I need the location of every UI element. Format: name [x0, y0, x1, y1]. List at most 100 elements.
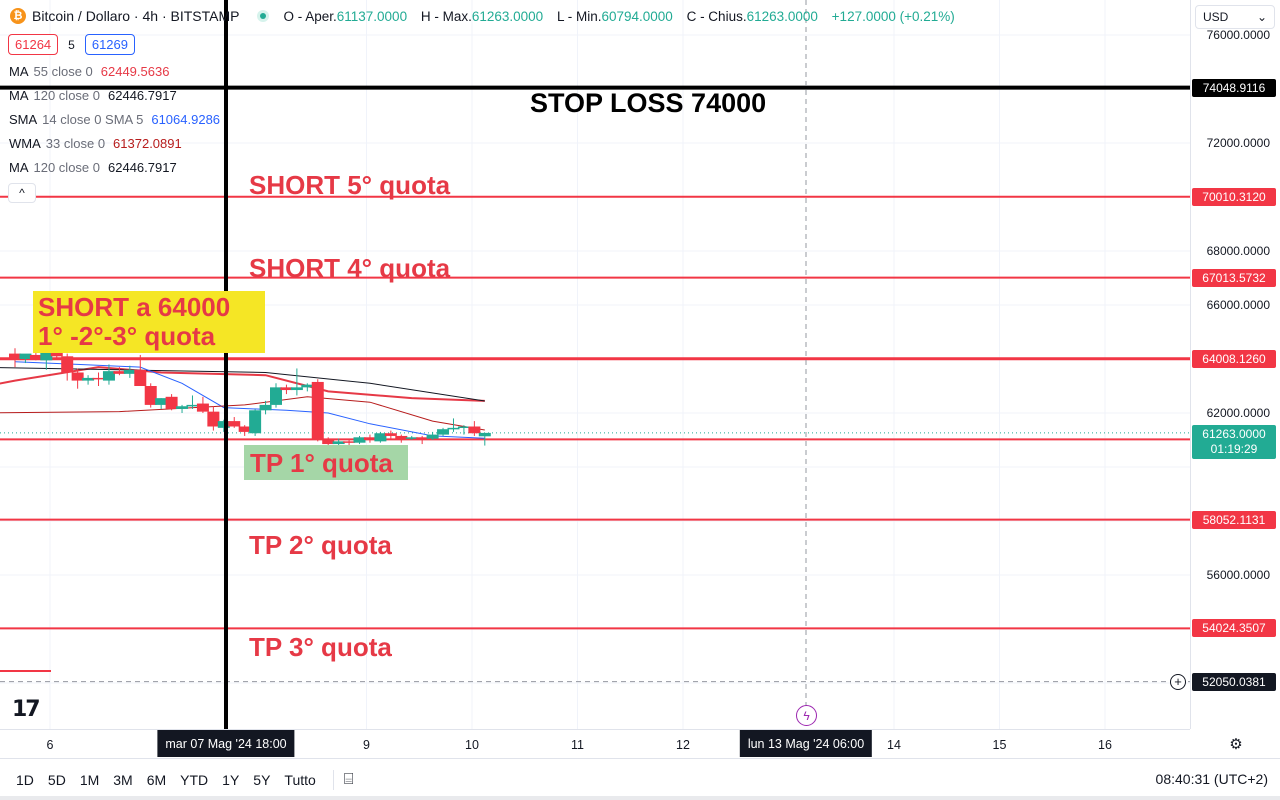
candle[interactable] — [82, 375, 95, 385]
candle[interactable] — [437, 427, 450, 436]
buy-button[interactable]: 61269 — [84, 34, 135, 55]
time-tick-label: 16 — [1098, 738, 1112, 752]
time-tick-label: 11 — [571, 738, 584, 752]
indicator-row[interactable]: WMA 33 close 0 61372.0891 — [9, 136, 182, 151]
candle[interactable] — [123, 365, 136, 378]
candle[interactable] — [363, 434, 376, 443]
time-axis[interactable]: 6 9 10 11 12 14 15 16 mar 07 Mag '24 18:00 lun … — [0, 729, 1190, 758]
price-tick-label: 72000.0000 — [1206, 136, 1270, 150]
candle[interactable] — [311, 379, 324, 442]
candle[interactable] — [416, 435, 429, 445]
clock[interactable]: 08:40:31 (UTC+2) — [1155, 771, 1268, 787]
candle[interactable] — [280, 384, 293, 395]
candle[interactable] — [426, 431, 439, 440]
candle[interactable] — [395, 434, 408, 443]
candle[interactable] — [270, 383, 282, 408]
price-level-label: 64008.1260 — [1192, 349, 1276, 368]
indicator-row[interactable]: SMA 14 close 0 SMA 5 61064.9286 — [9, 112, 220, 127]
candle[interactable] — [259, 400, 272, 415]
time-tick-label: 6 — [46, 738, 54, 752]
indicator-row[interactable]: MA 120 close 0 62446.7917 — [9, 160, 177, 175]
candle[interactable] — [155, 398, 168, 409]
indicator-value: 62449.5636 — [100, 64, 170, 79]
candle[interactable] — [217, 419, 230, 432]
candle[interactable] — [92, 372, 105, 387]
moving-average-line[interactable] — [0, 396, 485, 431]
range-button-1d[interactable]: 1D — [16, 771, 34, 788]
candle[interactable] — [249, 408, 262, 436]
symbol-title[interactable]: Bitcoin / Dollaro · 4h · BITSTAMP — [32, 8, 240, 24]
candle[interactable] — [228, 417, 241, 428]
price-level-label: 58052.1131 — [1192, 510, 1276, 529]
range-button-5y[interactable]: 5Y — [253, 771, 271, 788]
sell-button[interactable]: 61264 — [8, 34, 59, 55]
price-change: +127.0000 (+0.21%) — [831, 8, 955, 24]
short-entry-annotation[interactable]: SHORT a 64000 1° -2°-3° quota — [33, 291, 265, 353]
candle[interactable] — [290, 368, 303, 396]
indicator-value: 61372.0891 — [113, 136, 182, 151]
candle[interactable] — [457, 425, 470, 435]
add-alert-icon[interactable]: + — [1170, 673, 1186, 690]
candle[interactable] — [468, 421, 481, 436]
candle[interactable] — [301, 383, 314, 392]
calendar-icon[interactable]: ⌸ — [343, 770, 354, 788]
short4-annotation[interactable]: SHORT 4° quota — [249, 253, 451, 283]
candle[interactable] — [19, 353, 32, 364]
short5-annotation[interactable]: SHORT 5° quota — [249, 170, 451, 200]
indicator-row[interactable]: MA 55 close 0 62449.5636 — [9, 64, 169, 79]
lightning-icon[interactable]: ϟ — [796, 705, 817, 726]
currency-value: USD — [1203, 10, 1229, 24]
indicator-row[interactable]: MA 120 close 0 62446.7917 — [9, 88, 177, 103]
candle[interactable] — [343, 438, 356, 446]
current-price-label: 61263.0000 01:19:29 — [1192, 424, 1276, 459]
range-button-ytd[interactable]: YTD — [180, 771, 209, 788]
trade-buttons: 61264 5 61269 — [8, 34, 135, 55]
candle[interactable] — [113, 367, 126, 376]
candle[interactable] — [144, 383, 157, 408]
range-button-1m[interactable]: 1M — [79, 771, 100, 788]
time-tick-label: 14 — [887, 738, 901, 752]
candle[interactable] — [405, 435, 418, 440]
candle[interactable] — [207, 406, 220, 431]
time-tick-label: 15 — [992, 738, 1007, 752]
gear-icon[interactable]: ⚙ — [1229, 736, 1243, 753]
market-status-icon — [257, 10, 270, 22]
range-button-6m[interactable]: 6M — [146, 771, 167, 788]
indicator-params: 120 close 0 — [33, 88, 101, 103]
tradingview-logo[interactable]: 17 — [12, 697, 41, 722]
collapse-legend-button[interactable]: ^ — [8, 183, 36, 203]
tp1-annotation[interactable]: TP 1° quota — [244, 445, 408, 480]
tp2-annotation[interactable]: TP 2° quota — [249, 530, 392, 560]
time-tick-label: 10 — [465, 738, 479, 752]
stop-loss-annotation[interactable]: STOP LOSS 74000 — [530, 88, 767, 118]
price-level-label: 74048.9116 — [1192, 78, 1276, 97]
candle[interactable] — [186, 395, 199, 409]
indicator-value: 62446.7917 — [108, 160, 177, 175]
candle[interactable] — [61, 353, 74, 381]
indicator-name: WMA — [9, 136, 41, 151]
range-button-tutto[interactable]: Tutto — [284, 771, 316, 788]
time-tick-label: 9 — [363, 738, 370, 752]
range-button-5d[interactable]: 5D — [47, 771, 66, 788]
candle[interactable] — [447, 418, 460, 432]
candle[interactable] — [134, 354, 147, 386]
candle[interactable] — [238, 425, 251, 436]
candle[interactable] — [353, 435, 366, 445]
candle[interactable] — [374, 431, 387, 443]
candle[interactable] — [384, 430, 397, 440]
moving-average-line[interactable] — [0, 366, 485, 402]
price-tick-label: 56000.0000 — [1206, 568, 1270, 582]
candle[interactable] — [9, 348, 21, 368]
range-button-3m[interactable]: 3M — [113, 771, 133, 788]
candle[interactable] — [176, 404, 189, 413]
short-entry-line2: 1° -2°-3° quota — [38, 321, 216, 351]
currency-select[interactable]: USD ⌄ — [1195, 5, 1275, 29]
symbol-legend[interactable]: ₿ Bitcoin / Dollaro · 4h · BITSTAMP O - … — [0, 0, 1190, 32]
candle[interactable] — [165, 394, 178, 411]
range-button-1y[interactable]: 1Y — [222, 771, 240, 788]
candle[interactable] — [196, 396, 209, 413]
candle[interactable] — [102, 364, 115, 385]
candle[interactable] — [478, 432, 491, 446]
candle[interactable] — [71, 368, 84, 389]
tp3-annotation[interactable]: TP 3° quota — [249, 632, 392, 662]
